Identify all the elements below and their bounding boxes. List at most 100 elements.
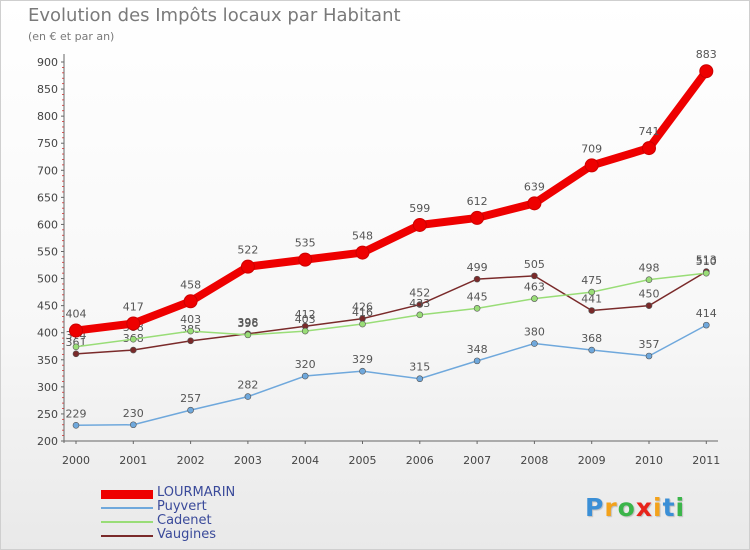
y-tick-label-900: 900 — [37, 56, 58, 69]
data-point-puyvert-2005 — [359, 367, 366, 375]
x-tick-label-2008: 2008 — [520, 454, 548, 467]
y-tick-label-800: 800 — [37, 110, 58, 123]
data-point-cadenet-2006 — [416, 311, 424, 319]
data-point-puyvert-2010 — [645, 352, 653, 360]
data-label-puyvert-2006: 315 — [409, 361, 430, 374]
data-point-cadenet-2010 — [645, 276, 653, 283]
logo-letter: r — [604, 493, 618, 522]
legend-label: Vaugines — [157, 527, 216, 542]
data-point-cadenet-2002 — [187, 327, 194, 335]
y-tick-label-350: 350 — [37, 354, 58, 367]
series-line-lourmarin — [72, 67, 711, 335]
data-label-lourmarin-2004: 535 — [295, 237, 316, 250]
data-point-puyvert-2000 — [72, 421, 80, 429]
data-point-puyvert-2007 — [473, 357, 481, 365]
data-point-lourmarin-2010 — [642, 141, 656, 156]
data-label-vaugines-2007: 499 — [467, 261, 488, 274]
y-tick-label-250: 250 — [37, 408, 58, 421]
data-label-vaugines-2010: 450 — [639, 288, 660, 301]
logo-letter: t — [662, 493, 676, 522]
data-label-puyvert-2004: 320 — [295, 358, 316, 371]
data-label-vaugines-2005: 426 — [352, 301, 373, 314]
chart-subtitle: (en € et par an) — [28, 30, 115, 43]
x-tick-label-2002: 2002 — [177, 454, 205, 467]
data-point-cadenet-2001 — [130, 335, 137, 343]
series-line-vaugines — [75, 270, 707, 355]
data-label-puyvert-2001: 230 — [123, 407, 144, 420]
data-label-vaugines-2003: 398 — [237, 316, 258, 329]
data-label-lourmarin-2006: 599 — [409, 202, 430, 215]
y-tick-label-500: 500 — [37, 273, 58, 286]
data-point-vaugines-2000 — [72, 350, 80, 358]
legend-label: LOURMARIN — [157, 485, 236, 500]
data-point-lourmarin-2001 — [126, 316, 141, 331]
data-point-vaugines-2002 — [187, 337, 194, 345]
data-label-puyvert-2008: 380 — [524, 326, 545, 339]
x-tick-label-2001: 2001 — [119, 454, 147, 467]
data-label-vaugines-2008: 505 — [524, 258, 545, 271]
legend-swatch — [101, 507, 153, 509]
data-label-cadenet-2003: 396 — [237, 317, 258, 330]
proxiti-logo: Proxiti — [585, 493, 685, 522]
data-point-vaugines-2006 — [416, 301, 424, 308]
legend-label: Puyvert — [157, 499, 207, 514]
series-line-puyvert — [75, 324, 707, 427]
data-label-cadenet-2004: 403 — [295, 313, 316, 326]
x-tick-label-2009: 2009 — [578, 454, 606, 467]
data-point-lourmarin-2000 — [69, 323, 83, 338]
data-label-puyvert-2009: 368 — [581, 332, 602, 345]
data-point-cadenet-2004 — [301, 327, 309, 335]
data-point-vaugines-2009 — [588, 307, 596, 314]
y-tick-label-750: 750 — [37, 137, 58, 150]
x-tick-label-2004: 2004 — [291, 454, 319, 467]
y-tick-label-450: 450 — [37, 300, 58, 313]
data-label-lourmarin-2010: 741 — [639, 125, 660, 138]
logo-letter: x — [635, 493, 653, 522]
data-point-lourmarin-2004 — [298, 252, 313, 267]
legend-swatch — [101, 535, 153, 537]
logo-letter: P — [585, 493, 605, 522]
y-tick-label-600: 600 — [37, 218, 58, 231]
data-point-lourmarin-2007 — [470, 210, 485, 225]
data-label-lourmarin-2007: 612 — [467, 195, 488, 208]
y-tick-label-550: 550 — [37, 246, 58, 259]
x-tick-label-2000: 2000 — [62, 454, 90, 467]
data-point-puyvert-2001 — [130, 421, 137, 429]
logo-letter: i — [653, 493, 663, 522]
legend-swatch — [101, 521, 153, 523]
data-point-puyvert-2011 — [702, 321, 710, 329]
data-label-vaugines-2009: 441 — [581, 293, 602, 306]
data-label-lourmarin-2009: 709 — [581, 142, 602, 155]
data-point-puyvert-2002 — [187, 406, 194, 414]
data-label-lourmarin-2008: 639 — [524, 180, 545, 193]
y-tick-label-850: 850 — [37, 83, 58, 96]
data-point-vaugines-2007 — [473, 275, 481, 283]
data-point-cadenet-2003 — [244, 331, 252, 339]
data-point-vaugines-2010 — [645, 302, 653, 309]
y-tick-label-300: 300 — [37, 381, 58, 394]
logo-letter: o — [617, 493, 636, 522]
data-point-puyvert-2006 — [416, 375, 424, 383]
data-label-vaugines-2004: 412 — [295, 308, 316, 321]
data-point-puyvert-2009 — [588, 346, 596, 354]
x-tick-label-2005: 2005 — [349, 454, 377, 467]
data-label-puyvert-2011: 414 — [696, 307, 717, 320]
data-label-cadenet-2006: 433 — [409, 297, 430, 310]
y-tick-label-200: 200 — [37, 435, 58, 448]
y-tick-label-650: 650 — [37, 191, 58, 204]
data-point-vaugines-2001 — [130, 346, 137, 354]
data-label-cadenet-2008: 463 — [524, 281, 545, 294]
data-label-cadenet-2011: 510 — [696, 255, 717, 268]
data-point-lourmarin-2003 — [240, 259, 255, 274]
data-point-lourmarin-2002 — [183, 294, 198, 309]
data-point-lourmarin-2009 — [584, 158, 599, 173]
data-label-cadenet-2009: 475 — [581, 274, 602, 287]
data-label-lourmarin-2005: 548 — [352, 230, 373, 243]
logo-letter: i — [675, 493, 686, 522]
data-point-cadenet-2007 — [473, 305, 481, 312]
data-label-puyvert-2007: 348 — [467, 343, 488, 356]
data-point-puyvert-2004 — [301, 372, 309, 380]
data-label-lourmarin-2000: 404 — [66, 308, 87, 321]
